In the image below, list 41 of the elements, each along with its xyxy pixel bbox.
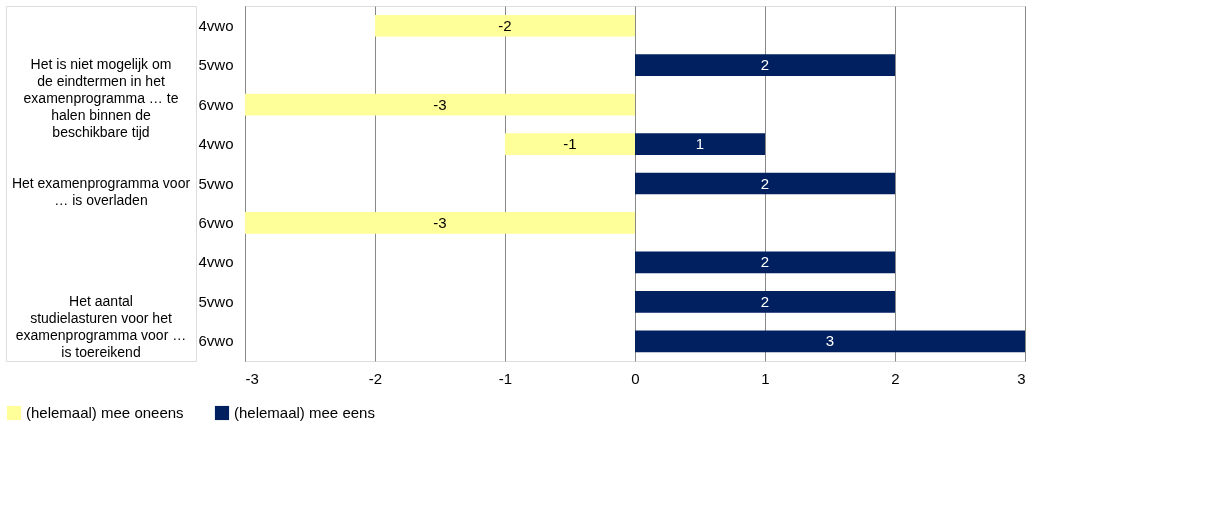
x-tick-label: 1	[761, 369, 770, 387]
legend-label: (helemaal) mee oneens	[26, 404, 184, 421]
data-label: 2	[760, 292, 770, 310]
data-label: -3	[433, 95, 447, 113]
text: Het aantal studielasturen voor het examenprogramma voor … is toereikend	[15, 292, 187, 360]
y-tick-label: 6vwo	[198, 332, 234, 350]
text: Het examenprogramma voor … is overladen	[11, 174, 191, 208]
y-tick-label: 5vwo	[198, 292, 234, 310]
y-tick-label: 4vwo	[198, 253, 234, 271]
y-tick-label: 6vwo	[198, 213, 234, 231]
x-tick-label: -2	[368, 369, 383, 387]
bar	[245, 212, 635, 234]
bar	[635, 172, 895, 195]
bar	[375, 14, 635, 37]
y-tick-label: 6vwo	[198, 95, 234, 113]
data-label: -3	[433, 213, 447, 231]
data-label: 3	[825, 332, 835, 350]
bar	[635, 290, 895, 313]
x-tick-label: -3	[245, 369, 259, 387]
data-label: -2	[498, 16, 512, 34]
bar	[635, 330, 1025, 353]
y-tick-label: 5vwo	[198, 56, 234, 74]
x-tick-label: -1	[498, 369, 513, 387]
x-tick-label: 2	[891, 369, 900, 387]
bar	[505, 133, 635, 155]
bar	[635, 54, 895, 77]
text: Het is niet mogelijk om de eindtermen in het examenprogramma … te halen binnen de beschikbare tijd	[23, 56, 179, 141]
data-label: 1	[695, 135, 705, 153]
legend-label: (helemaal) mee eens	[234, 404, 375, 421]
data-label: 2	[760, 174, 770, 192]
bar	[635, 133, 765, 155]
data-label: -1	[563, 135, 577, 153]
y-tick-label: 5vwo	[198, 174, 234, 192]
x-tick-label: 0	[631, 369, 640, 387]
bar	[635, 251, 895, 274]
bar	[245, 93, 635, 116]
data-label: 2	[760, 253, 770, 271]
y-tick-label: 4vwo	[198, 135, 234, 153]
data-label: 2	[760, 56, 770, 74]
y-tick-label: 4vwo	[198, 16, 234, 34]
x-tick-label: 3	[1017, 369, 1026, 387]
